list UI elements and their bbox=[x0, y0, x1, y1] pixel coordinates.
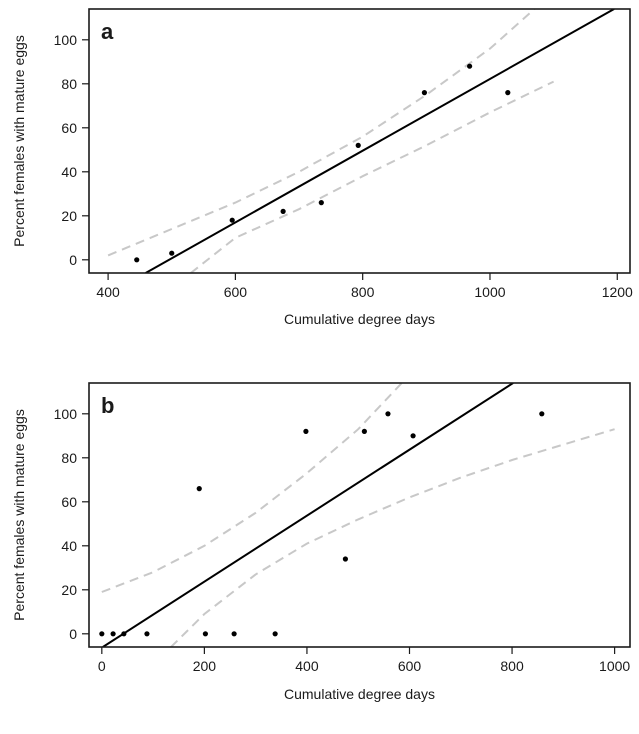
x-tick-label: 0 bbox=[98, 658, 106, 674]
y-axis-label: Percent females with mature eggs bbox=[11, 409, 27, 621]
panel-b: 0 200 400 600 800 1000 0 20 40 60 80 100 Cumulative … bbox=[11, 382, 631, 702]
plot-frame bbox=[88, 382, 631, 648]
panel-label: a bbox=[101, 19, 114, 44]
x-tick-label: 800 bbox=[500, 658, 524, 674]
data-point bbox=[229, 217, 235, 223]
ci-lower-line bbox=[170, 428, 615, 647]
x-tick-label: 600 bbox=[224, 284, 248, 300]
data-point bbox=[280, 208, 286, 214]
x-tick-label: 400 bbox=[96, 284, 120, 300]
y-tick-label: 80 bbox=[61, 450, 77, 466]
data-point bbox=[410, 433, 416, 439]
y-tick-label: 60 bbox=[61, 494, 77, 510]
ci-lower-line bbox=[190, 80, 555, 273]
data-point bbox=[303, 428, 309, 434]
x-tick-label: 1000 bbox=[599, 658, 630, 674]
data-point bbox=[318, 200, 324, 206]
x-axis-label: Cumulative degree days bbox=[284, 686, 435, 702]
y-tick-label: 40 bbox=[61, 538, 77, 554]
data-point bbox=[272, 631, 278, 637]
x-tick-label: 800 bbox=[351, 284, 375, 300]
plot-area bbox=[107, 9, 615, 273]
x-tick-label: 1200 bbox=[602, 284, 633, 300]
panel-label: b bbox=[101, 393, 114, 418]
data-point bbox=[134, 257, 140, 263]
y-tick-label: 20 bbox=[61, 582, 77, 598]
fit-line bbox=[102, 383, 514, 647]
x-tick-label: 200 bbox=[193, 658, 217, 674]
x-tick-label: 400 bbox=[295, 658, 319, 674]
data-point bbox=[385, 411, 391, 417]
data-point bbox=[421, 90, 428, 96]
data-point bbox=[99, 631, 105, 637]
data-point bbox=[110, 631, 116, 637]
y-tick-label: 0 bbox=[69, 626, 77, 642]
data-point bbox=[169, 250, 175, 256]
data-point bbox=[505, 90, 511, 96]
data-point bbox=[467, 63, 473, 69]
plot-frame bbox=[88, 8, 631, 274]
data-point bbox=[231, 631, 237, 637]
y-axis-label: Percent females with mature eggs bbox=[11, 35, 27, 247]
y-tick-label: 100 bbox=[54, 406, 78, 422]
data-point bbox=[121, 631, 127, 637]
ci-upper-line bbox=[107, 9, 536, 257]
data-point bbox=[539, 411, 545, 417]
x-tick-label: 600 bbox=[398, 658, 422, 674]
y-tick-label: 20 bbox=[61, 208, 77, 224]
y-tick-label: 100 bbox=[54, 32, 78, 48]
data-point bbox=[196, 486, 202, 492]
data-point bbox=[144, 631, 150, 637]
x-tick-label: 1000 bbox=[474, 284, 505, 300]
data-point bbox=[361, 428, 367, 434]
panel-a: 400 600 800 1000 1200 0 20 40 60 80 100 Cumulative … bbox=[11, 8, 633, 327]
y-tick-label: 0 bbox=[69, 252, 77, 268]
plot-area bbox=[99, 383, 615, 647]
y-tick-label: 80 bbox=[61, 76, 77, 92]
y-tick-label: 40 bbox=[61, 164, 77, 180]
ci-upper-line bbox=[101, 383, 403, 593]
x-axis-label: Cumulative degree days bbox=[284, 311, 435, 327]
data-point bbox=[355, 142, 361, 148]
fit-line bbox=[145, 9, 615, 273]
y-tick-label: 60 bbox=[61, 120, 77, 136]
data-point bbox=[202, 631, 209, 637]
data-point bbox=[342, 556, 348, 562]
